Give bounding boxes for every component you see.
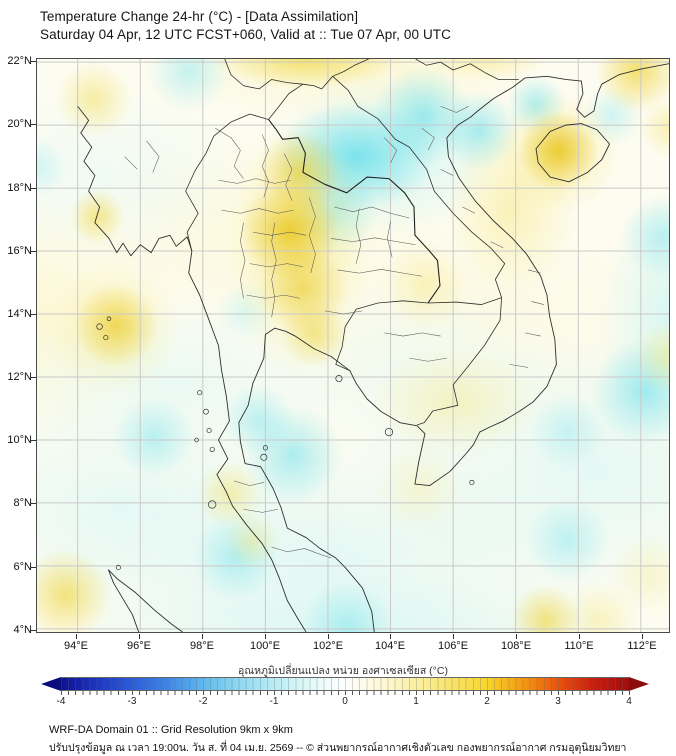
province-borders-path	[125, 106, 544, 558]
page-subtitle: Saturday 04 Apr, 12 UTC FCST+060, Valid …	[40, 27, 451, 42]
lat-tick-label: 10°N	[7, 434, 32, 446]
coastline-path	[78, 64, 669, 632]
lat-tick-label: 4°N	[13, 624, 32, 636]
lon-tick-label: 100°E	[249, 640, 281, 652]
colorbar-tick-label: -2	[198, 696, 208, 707]
lat-tick-label: 6°N	[13, 561, 32, 573]
lat-tick-label: 16°N	[7, 245, 32, 257]
page-title: Temperature Change 24-hr (°C) - [Data As…	[40, 9, 359, 24]
colorbar-tick-label: -3	[127, 696, 137, 707]
title-block: Temperature Change 24-hr (°C) - [Data As…	[40, 8, 451, 44]
map-plot	[36, 58, 670, 633]
country-borders-path	[186, 59, 519, 425]
colorbar-minor-ticks	[61, 691, 630, 695]
island-specks	[97, 317, 474, 570]
footer-domain-info: WRF-DA Domain 01 :: Grid Resolution 9km …	[49, 724, 293, 736]
lat-tick-label: 14°N	[7, 308, 32, 320]
lon-tick-label: 110°E	[564, 640, 594, 652]
colorbar-tick-label: 0	[342, 696, 348, 707]
lon-tick-label: 106°E	[437, 640, 469, 652]
colorbar-tick-label: -1	[269, 696, 279, 707]
lat-tick-label: 20°N	[7, 118, 32, 130]
lat-tick-label: 22°N	[7, 55, 32, 67]
map-geography-layer	[37, 59, 669, 632]
lat-tick-label: 8°N	[13, 497, 32, 509]
footer-credit-info: ปรับปรุงข้อมูล ณ เวลา 19:00น. วัน ส. ที่…	[49, 742, 627, 754]
mekong-border-path	[269, 119, 440, 303]
colorbar-tick-label: 1	[413, 696, 419, 707]
colorbar-tick-label: 2	[484, 696, 490, 707]
lon-tick-label: 108°E	[500, 640, 532, 652]
lat-tick-label: 12°N	[7, 371, 32, 383]
colorbar-right-arrow	[629, 677, 649, 691]
colorbar-tick-label: 4	[626, 696, 632, 707]
colorbar-left-arrow	[41, 677, 61, 691]
lon-tick-label: 112°E	[627, 640, 657, 652]
graticule-gridlines	[37, 59, 669, 632]
colorbar-tick-label: 3	[555, 696, 561, 707]
lat-tick-label: 18°N	[7, 182, 32, 194]
lon-tick-label: 98°E	[190, 640, 214, 652]
colorbar-gradient	[61, 677, 629, 691]
colorbar-title: อุณหภูมิเปลี่ยนแปลง หน่วย องศาเซลเซียส (…	[238, 665, 448, 677]
lon-tick-label: 94°E	[64, 640, 88, 652]
lon-tick-label: 102°E	[312, 640, 344, 652]
colorbar-tick-label: -4	[56, 696, 66, 707]
lon-tick-label: 104°E	[374, 640, 406, 652]
lon-tick-label: 96°E	[127, 640, 151, 652]
